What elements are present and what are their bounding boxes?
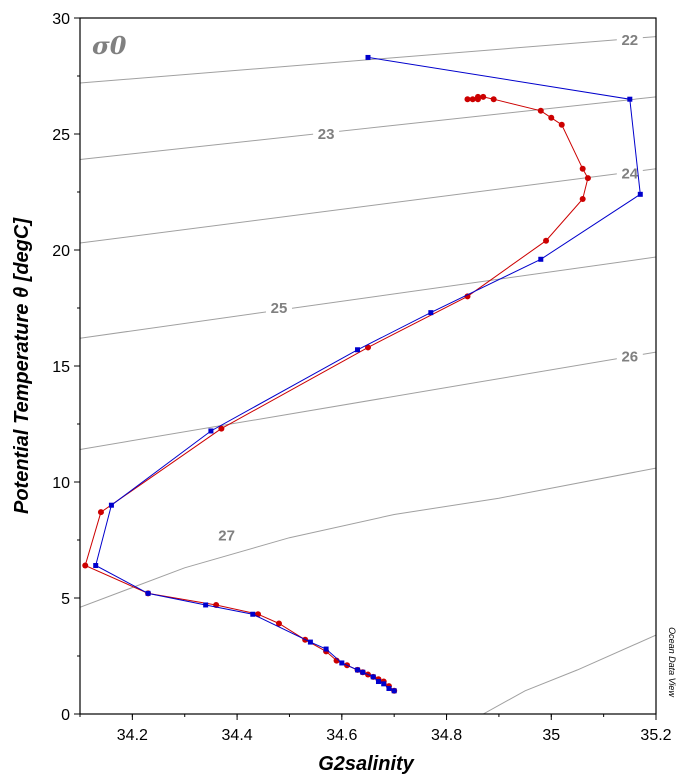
data-point (275, 620, 282, 627)
data-point (323, 646, 329, 652)
data-point (474, 93, 481, 100)
data-point (307, 639, 313, 645)
sigma-symbol: σ0 (92, 31, 127, 60)
data-point (203, 602, 209, 608)
data-point (537, 107, 544, 114)
data-point (93, 563, 99, 569)
y-axis-ticks: 0 5 10 15 20 25 30 (52, 11, 80, 724)
data-point (584, 175, 591, 182)
data-point (637, 191, 643, 197)
x-tick-label: 34.8 (431, 727, 462, 744)
contour-label-bg (265, 298, 292, 316)
data-point (370, 674, 376, 680)
y-tick-label: 25 (52, 127, 70, 144)
density-contour-labels: 22 23 24 25 26 27 (213, 30, 643, 544)
x-tick-label: 34.2 (117, 727, 148, 744)
x-tick-label: 35 (542, 727, 560, 744)
data-point (391, 688, 397, 694)
data-point (375, 679, 381, 685)
y-tick-label: 15 (52, 359, 70, 376)
x-tick-label: 34.6 (326, 727, 357, 744)
contour-line (80, 256, 656, 339)
data-point (365, 344, 371, 351)
contour-label-bg (616, 346, 643, 365)
data-point (145, 590, 151, 596)
x-axis-ticks: 34.2 34.4 34.6 34.8 35 35.2 (79, 714, 672, 744)
contour-label-bg (616, 30, 643, 49)
y-tick-label: 0 (61, 707, 70, 724)
contour-line (80, 351, 656, 450)
contour-label: 24 (621, 165, 638, 182)
contour-label: 25 (271, 300, 288, 317)
data-point (355, 667, 361, 673)
data-point (97, 509, 104, 516)
data-point (548, 114, 555, 121)
contour-line (80, 467, 656, 608)
contour-label: 23 (318, 126, 335, 143)
series-2 (93, 54, 643, 694)
contour-label: 27 (218, 527, 235, 544)
contour-label: 26 (621, 349, 638, 366)
density-contours (80, 36, 656, 714)
data-point (360, 669, 366, 675)
data-point (627, 96, 633, 102)
data-point (208, 428, 214, 434)
contour-line (482, 634, 656, 714)
data-point (538, 256, 544, 262)
data-point (365, 54, 371, 60)
data-point (355, 347, 361, 353)
y-tick-label: 10 (52, 475, 70, 492)
y-tick-label: 30 (52, 11, 70, 28)
data-point (381, 681, 387, 687)
x-tick-label: 35.2 (640, 727, 671, 744)
contour-label: 22 (621, 32, 638, 49)
data-point (543, 237, 550, 244)
series-line (95, 56, 641, 692)
data-point (218, 425, 225, 432)
data-point (579, 195, 586, 202)
contour-label-bg (616, 163, 643, 182)
data-point (386, 685, 392, 691)
contour-line (80, 96, 656, 160)
contour-label-bg (313, 124, 340, 142)
data-point (339, 660, 345, 666)
plot-frame (79, 17, 657, 715)
x-tick-label: 34.4 (222, 727, 253, 744)
data-point (480, 93, 487, 100)
data-point (82, 562, 89, 569)
contour-line (80, 168, 656, 244)
data-series (82, 54, 643, 694)
data-point (250, 611, 256, 617)
y-tick-label: 5 (61, 591, 70, 608)
y-tick-label: 20 (52, 243, 70, 260)
data-point (490, 96, 497, 103)
data-point (428, 310, 434, 316)
series-line (84, 96, 589, 692)
data-point (469, 96, 476, 103)
x-axis-title: G2salinity (318, 753, 414, 775)
y-axis-title: Potential Temperature θ [degC] (11, 217, 33, 514)
data-point (464, 96, 471, 103)
contour-label-bg (213, 525, 240, 544)
data-point (464, 293, 471, 300)
data-point (108, 502, 114, 508)
data-point (579, 165, 586, 172)
series-1 (82, 93, 591, 694)
data-point (558, 121, 565, 128)
density-label: σ0 (92, 31, 127, 60)
odv-watermark: Ocean Data View (667, 627, 677, 697)
